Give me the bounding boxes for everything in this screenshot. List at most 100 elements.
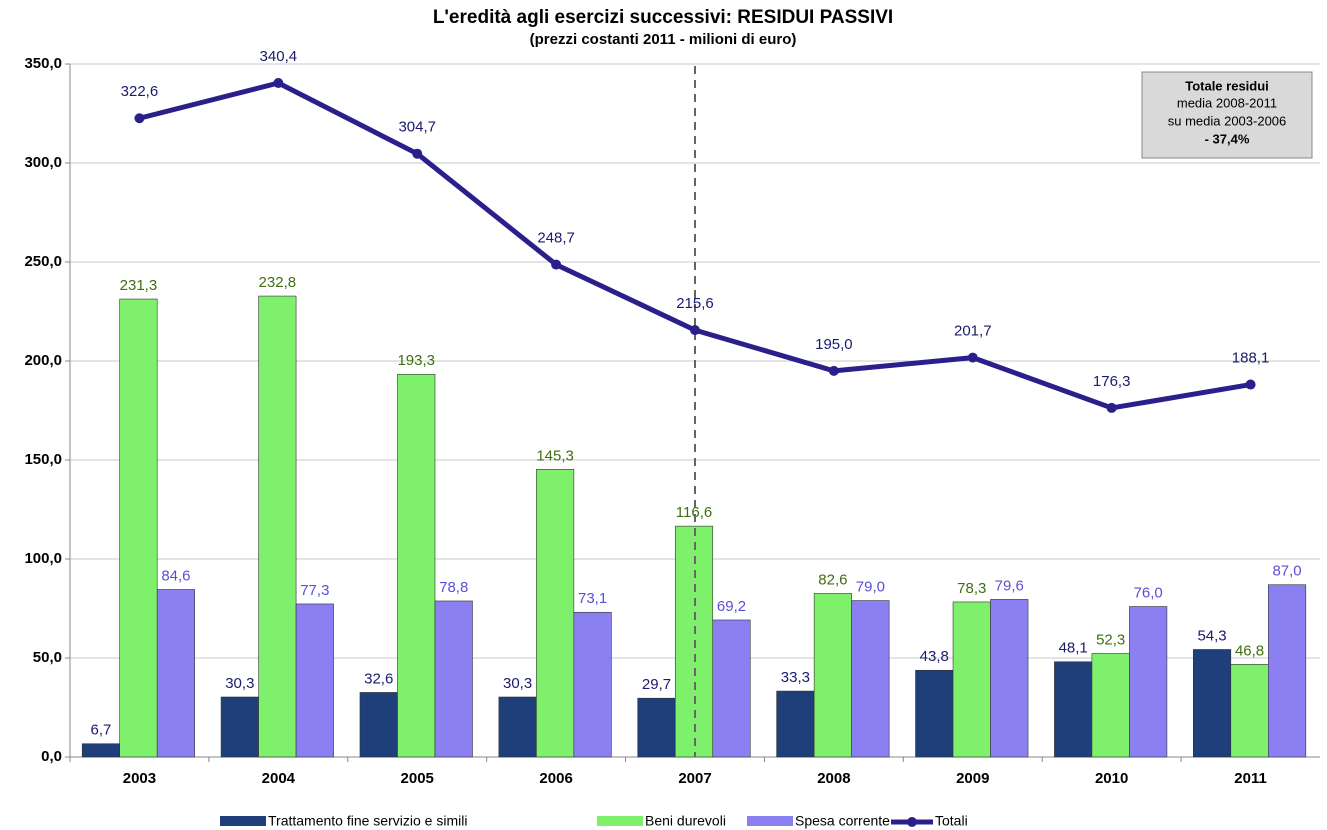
annotation-line: Totale residui [1185,78,1269,93]
y-tick-label: 300,0 [24,154,62,171]
legend-label: Trattamento fine servizio e simili [268,813,467,829]
data-label: 32,6 [364,670,393,687]
line-marker [690,325,700,336]
x-tick-label: 2006 [539,770,572,787]
x-tick-label: 2009 [956,770,989,787]
data-label: 77,3 [300,582,329,599]
data-label: 248,7 [537,230,575,247]
line-marker [1106,402,1117,413]
data-label: 145,3 [536,447,574,464]
x-tick-label: 2011 [1234,770,1267,787]
y-tick-label: 200,0 [24,352,62,369]
y-tick-label: 350,0 [24,55,62,72]
chart-subtitle: (prezzi costanti 2011 - milioni di euro) [530,31,797,48]
bar [776,690,815,758]
y-tick-label: 150,0 [24,451,62,468]
bar [359,692,398,758]
bar [1268,584,1307,758]
bar [915,669,954,758]
data-label: 195,0 [815,336,853,353]
bar [1193,649,1232,758]
bar [119,298,158,758]
bar [813,593,852,758]
data-label: 322,6 [121,83,159,100]
data-label: 30,3 [503,675,532,692]
line-marker [412,148,423,159]
x-tick-label: 2005 [401,770,434,787]
data-label: 6,7 [91,722,112,739]
bar [851,600,890,758]
annotation-line: su media 2003-2006 [1168,113,1287,128]
data-label: 76,0 [1134,584,1163,601]
data-label: 33,3 [781,669,810,686]
y-tick-label: 0,0 [41,748,62,765]
legend-label: Beni durevoli [645,813,726,829]
annotation-line: media 2008-2011 [1177,95,1277,110]
data-label: 79,0 [856,579,885,596]
data-label: 116,6 [676,504,712,521]
bar [498,696,537,758]
bar [156,589,195,758]
line-marker [828,365,839,376]
bar [81,743,120,758]
bar [1091,653,1130,758]
line-marker [1245,379,1256,390]
legend-swatch [907,817,917,827]
bar [397,373,436,758]
annotation-box [1141,71,1313,159]
line-marker [551,259,562,270]
bar [952,601,991,758]
x-tick-label: 2010 [1095,770,1128,787]
data-label: 193,3 [397,352,435,369]
y-tick-label: 50,0 [33,649,62,666]
data-label: 232,8 [259,274,297,291]
legend-swatch [597,816,643,826]
data-label: 46,8 [1235,642,1264,659]
bar [1054,661,1093,758]
data-label: 87,0 [1272,563,1301,580]
bar [258,295,297,758]
data-label: 176,3 [1093,373,1131,390]
bar [990,599,1029,758]
data-label: 73,1 [578,590,607,607]
x-tick-label: 2003 [123,770,156,787]
data-label: 79,6 [995,577,1024,594]
legend-label: Totali [935,813,968,829]
data-label: 304,7 [398,119,436,136]
y-tick-label: 250,0 [24,253,62,270]
data-label: 84,6 [161,567,190,584]
data-label: 215,6 [676,295,714,312]
chart-title: L'eredità agli esercizi successivi: RESI… [433,7,893,28]
bar [295,603,334,758]
data-label: 188,1 [1232,350,1270,367]
data-label: 69,2 [717,598,746,615]
data-label: 52,3 [1096,631,1125,648]
annotation-line: - 37,4% [1205,131,1250,146]
bar [637,697,676,758]
data-label: 30,3 [225,675,254,692]
legend-swatch [747,816,793,826]
bar [1129,606,1168,758]
line-marker [273,78,284,89]
bar [536,469,575,758]
data-label: 340,4 [260,48,298,65]
x-tick-label: 2007 [678,770,711,787]
x-tick-label: 2004 [262,770,296,787]
legend-label: Spesa corrente [795,813,890,829]
bar [1230,664,1269,758]
line-marker [134,113,145,124]
x-tick-label: 2008 [817,770,850,787]
bar [712,619,751,758]
data-label: 29,7 [642,676,671,693]
line [138,80,1251,411]
data-label: 231,3 [120,277,158,294]
data-label: 201,7 [954,323,992,340]
line-marker [967,352,978,363]
legend-swatch [220,816,266,826]
bar [220,696,259,758]
data-label: 78,8 [439,579,468,596]
bar [573,611,612,758]
data-label: 54,3 [1197,627,1226,644]
data-label: 82,6 [818,571,847,588]
